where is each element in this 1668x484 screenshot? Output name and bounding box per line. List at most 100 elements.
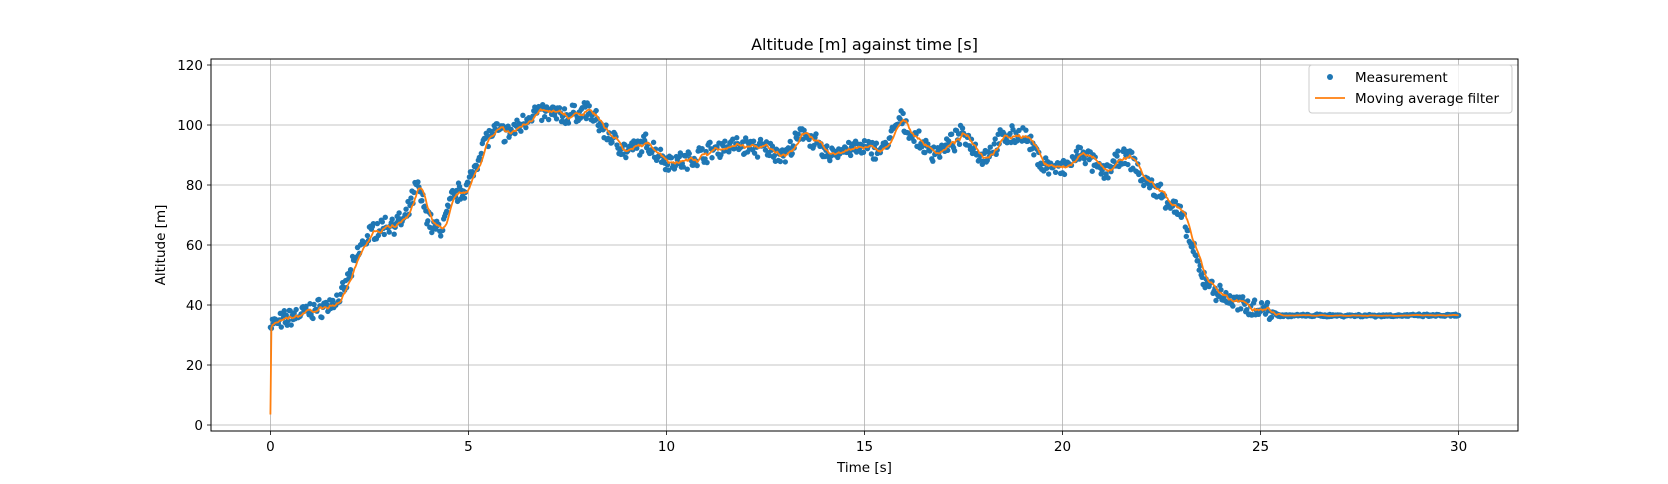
measurement-point <box>609 139 615 145</box>
measurement-point <box>523 124 529 131</box>
measurement-point <box>813 131 819 137</box>
measurement-point <box>650 139 657 146</box>
measurement-point <box>550 104 557 111</box>
measurement-point <box>1061 171 1068 178</box>
measurement-point <box>419 197 425 204</box>
measurement-point <box>520 112 526 119</box>
measurement-point <box>668 155 675 161</box>
x-tick-label: 20 <box>1054 439 1071 455</box>
measurement-point <box>1213 297 1219 304</box>
y-tick-label: 20 <box>186 358 203 374</box>
measurement-point <box>930 158 936 164</box>
measurement-point <box>1193 253 1199 259</box>
grid <box>211 59 1518 431</box>
measurement-point <box>303 303 309 310</box>
measurement-point <box>827 157 833 164</box>
measurement-point <box>285 317 291 324</box>
measurement-point <box>959 125 966 131</box>
measurement-point <box>364 232 371 239</box>
measurement-point <box>956 141 963 148</box>
measurement-point <box>1045 171 1052 177</box>
x-tick-label: 10 <box>658 439 675 455</box>
measurement-point <box>1195 258 1201 264</box>
measurement-point <box>680 164 686 170</box>
measurement-point <box>900 110 906 117</box>
measurement-point <box>1031 152 1037 158</box>
measurement-point <box>319 314 325 321</box>
measurement-point <box>512 130 518 137</box>
measurement-point <box>1007 130 1013 137</box>
measurement-point <box>1115 148 1121 154</box>
measurement-point <box>310 315 316 322</box>
measurement-point <box>750 138 757 144</box>
y-tick-label: 60 <box>186 238 203 254</box>
measurement-point <box>1043 165 1050 171</box>
measurement-point <box>769 143 776 149</box>
plot-area <box>267 100 1462 415</box>
measurement-point <box>396 210 402 216</box>
x-tick-label: 5 <box>464 439 473 455</box>
measurement-point <box>311 301 317 308</box>
measurement-point <box>801 127 807 133</box>
measurement-point <box>556 105 563 111</box>
measurement-point <box>897 116 903 122</box>
measurement-point <box>786 146 792 152</box>
measurement-point <box>754 154 761 160</box>
measurement-point <box>916 128 922 134</box>
measurement-point <box>684 166 690 172</box>
measurement-point <box>1141 182 1147 189</box>
measurement-point <box>709 155 715 161</box>
measurement-point <box>281 308 287 314</box>
legend-label-measurement: Measurement <box>1355 70 1448 86</box>
legend-marker-measurement <box>1327 74 1333 80</box>
measurement-point <box>722 138 728 144</box>
measurement-point <box>787 138 793 145</box>
measurement-point <box>1114 153 1120 159</box>
measurement-point <box>992 136 998 142</box>
measurement-point <box>447 195 454 201</box>
measurement-point <box>284 322 290 328</box>
legend: Measurement Moving average filter <box>1308 64 1513 114</box>
measurement-point <box>1157 181 1164 187</box>
measurement-point <box>443 208 450 215</box>
measurement-point <box>461 195 468 201</box>
measurement-point <box>541 113 548 120</box>
measurement-point <box>872 156 879 162</box>
measurement-point <box>639 149 645 155</box>
measurement-point <box>757 136 764 143</box>
measurement-point <box>415 179 421 185</box>
measurement-point <box>1196 267 1202 273</box>
measurement-point <box>824 143 830 149</box>
measurement-point <box>379 219 385 225</box>
measurement-point <box>389 216 395 222</box>
measurement-point <box>1073 148 1080 154</box>
measurement-point <box>1218 287 1224 293</box>
ticks: 0 5 10 15 20 25 30 0 20 40 60 80 100 120 <box>177 58 1467 455</box>
measurement-point <box>278 324 284 330</box>
measurement-point <box>686 150 692 157</box>
measurement-point <box>438 233 444 239</box>
measurement-point <box>1258 300 1265 306</box>
y-tick-label: 120 <box>177 58 203 74</box>
measurement-point <box>288 322 294 328</box>
measurement-point <box>1238 306 1244 312</box>
x-tick-label: 30 <box>1450 439 1467 455</box>
measurement-point <box>469 168 476 175</box>
measurement-point <box>539 117 545 124</box>
measurement-point <box>1230 303 1236 309</box>
measurement-point <box>540 101 546 108</box>
measurement-point <box>1240 294 1246 300</box>
measurement-point <box>751 150 758 156</box>
measurement-point <box>386 229 392 235</box>
measurement-point <box>777 158 784 165</box>
measurement-point <box>869 139 876 146</box>
measurement-point <box>1172 198 1179 205</box>
measurement-point <box>726 149 732 155</box>
measurement-point <box>734 135 740 141</box>
measurement-point <box>657 146 664 153</box>
x-axis-label: Time [s] <box>836 460 892 476</box>
measurement-point <box>382 214 388 221</box>
x-tick-label: 15 <box>856 439 873 455</box>
measurement-point <box>718 152 724 158</box>
